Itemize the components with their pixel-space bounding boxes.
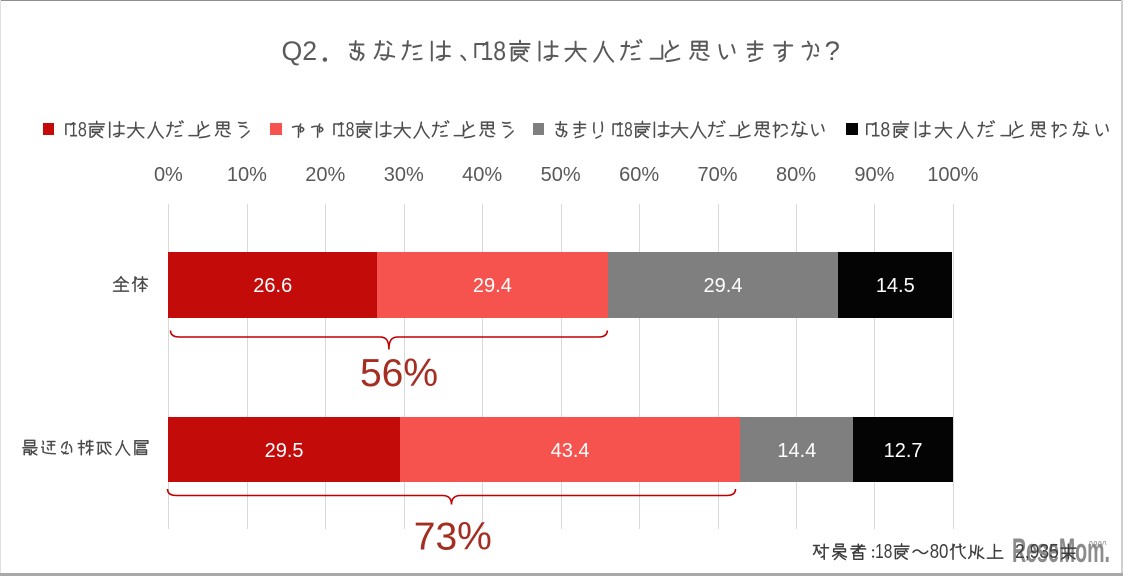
svg-text:18: 18 [481, 36, 507, 66]
svg-text:18: 18 [69, 119, 87, 142]
svg-text:80: 80 [930, 541, 949, 563]
svg-text:18: 18 [616, 119, 633, 142]
svg-text:73%: 73% [414, 516, 492, 559]
svg-text:?: ? [825, 36, 840, 66]
svg-text:56%: 56% [360, 352, 438, 395]
svg-text:ReseMom.: ReseMom. [1012, 532, 1110, 570]
svg-text:18: 18 [337, 119, 355, 142]
svg-text:Q2: Q2 [282, 36, 318, 66]
svg-text:18: 18 [875, 541, 892, 563]
svg-text:2,935: 2,935 [1015, 541, 1059, 563]
svg-text:18: 18 [871, 119, 891, 142]
